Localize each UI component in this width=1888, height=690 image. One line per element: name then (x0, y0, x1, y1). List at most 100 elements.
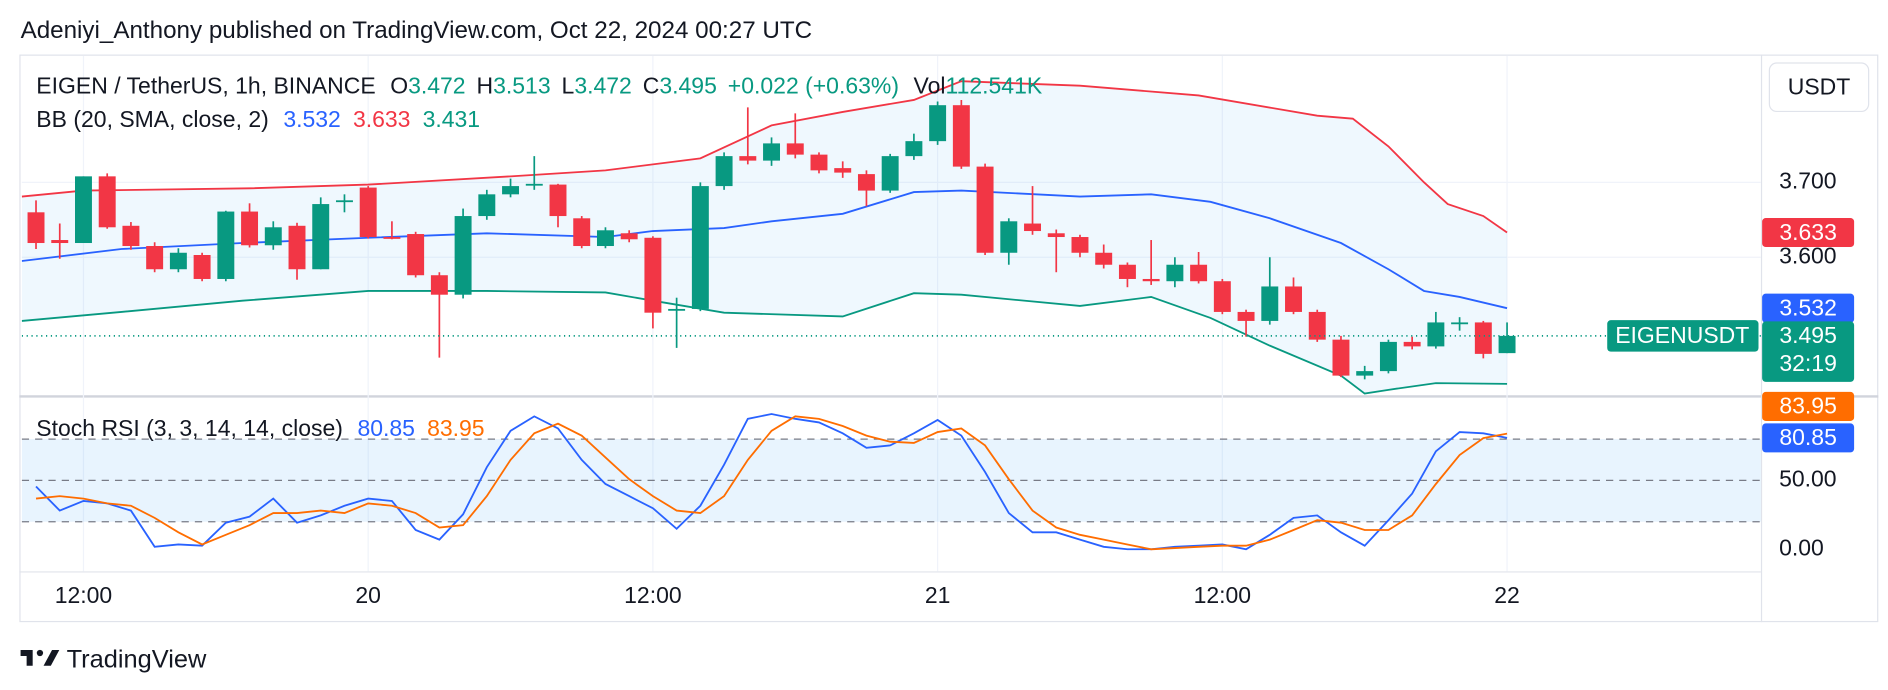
candle-body (573, 218, 591, 247)
candle-body (27, 212, 45, 244)
candle-body (335, 200, 353, 203)
ohlc-letter: H (477, 72, 494, 98)
candle-body (881, 156, 899, 191)
candle-body (596, 230, 614, 247)
candle-body (715, 156, 733, 187)
candle-body (834, 168, 852, 173)
y-tick-label: 50.00 (1779, 465, 1837, 491)
candle-body (1190, 264, 1208, 282)
indicator-value: 80.85 (357, 415, 415, 441)
price-label-box (1762, 423, 1855, 453)
candle-body (1000, 221, 1018, 253)
candle-body (1332, 339, 1350, 376)
brand-name: TradingView (67, 646, 207, 674)
price-label: 80.85 (1779, 424, 1837, 450)
candle-body (1403, 341, 1421, 347)
price-label: 3.532 (1779, 294, 1837, 320)
x-tick-label: 22 (1494, 582, 1520, 608)
y-tick-label: 3.700 (1779, 167, 1837, 193)
candle-body (952, 105, 970, 167)
logo-mark (20, 649, 42, 666)
chart-frame (19, 54, 1879, 623)
indicator-value: 83.95 (427, 415, 485, 441)
candle-body (1285, 286, 1302, 312)
ohlc-letter: L (562, 72, 575, 98)
logo-slash (43, 649, 60, 666)
candle-body (1095, 252, 1113, 265)
candle-body (217, 211, 235, 279)
x-tick-label: 21 (925, 582, 951, 608)
candle-body (383, 237, 401, 239)
candle-body (1166, 264, 1184, 282)
candle-body (407, 234, 425, 276)
ohlc-value: 3.472 (574, 72, 632, 98)
candle-body (146, 246, 164, 270)
candle-body (976, 166, 994, 253)
axes: 12:00 20 12:00 21 12:00 223.6003.7000.0050.00… (55, 167, 1855, 608)
countdown: 32:19 (1779, 350, 1837, 376)
candle-body (75, 176, 92, 244)
currency-label[interactable]: USDT (1788, 74, 1851, 100)
price-label-box (1762, 293, 1855, 323)
candle-body (1237, 311, 1255, 321)
candle-body (1427, 322, 1445, 347)
indicator-name: BB (20, SMA, close, 2) (36, 106, 268, 132)
ticker-label: EIGENUSDT (1615, 322, 1749, 348)
candle-body (620, 233, 638, 240)
candle-body (691, 186, 709, 309)
price-label-box (1762, 218, 1855, 248)
price-label: 83.95 (1779, 393, 1837, 419)
x-tick-label: 12:00 (55, 582, 113, 608)
candle-body (1118, 264, 1136, 279)
ohlc-letter: O (390, 72, 408, 98)
logo-dot (36, 649, 44, 657)
candle-body (1261, 286, 1279, 321)
change: +0.022 (+0.63%) (728, 72, 899, 98)
attribution: Adeniyi_Anthony published on TradingView… (21, 17, 813, 44)
candle-body (525, 183, 543, 186)
ohlc-value: 3.495 (659, 72, 717, 98)
currency-button[interactable] (1768, 62, 1870, 113)
x-tick-label: 20 (355, 582, 381, 608)
candle-body (454, 216, 472, 295)
candle-body (857, 174, 875, 191)
candle-body (549, 184, 567, 217)
indicator-value: 3.633 (353, 106, 411, 132)
candle-body (1498, 335, 1516, 354)
candle-body (288, 225, 306, 270)
price-label: 3.633 (1779, 219, 1837, 245)
candle-body (810, 154, 828, 171)
ohlc-value: 3.472 (408, 72, 466, 98)
price-label-box (1762, 391, 1855, 421)
candle-body (786, 143, 804, 155)
indicator-value: 3.532 (283, 106, 341, 132)
candle-body (644, 237, 662, 313)
band-fill (21, 81, 1508, 394)
price-label: 3.495 (1779, 322, 1837, 348)
candle-body (478, 194, 496, 217)
x-tick-label: 12:00 (1194, 582, 1252, 608)
candle-body (1142, 278, 1160, 282)
candle-body (1451, 322, 1469, 325)
candle-body (1213, 281, 1231, 312)
stoch-pane (21, 413, 1761, 551)
brand-logo (20, 649, 60, 666)
candle-body (122, 225, 140, 247)
candle-body (430, 275, 448, 295)
candle-body (264, 227, 282, 246)
ohlc-value: 3.513 (493, 72, 551, 98)
candle-body (1047, 233, 1065, 238)
candle-body (169, 252, 187, 270)
candle-body (1474, 322, 1492, 354)
candle-body (929, 105, 947, 142)
symbol: EIGEN / TetherUS, 1h, BINANCE (36, 72, 375, 98)
indicator-value: 3.431 (423, 106, 481, 132)
candle-body (1379, 341, 1397, 372)
x-tick-label: 12:00 (624, 582, 682, 608)
candle-body (1308, 311, 1326, 340)
band-line (21, 290, 1508, 395)
candle-body (502, 186, 520, 195)
stoch-line (35, 413, 1508, 551)
indicator-name: Stoch RSI (3, 3, 14, 14, close) (36, 415, 343, 441)
